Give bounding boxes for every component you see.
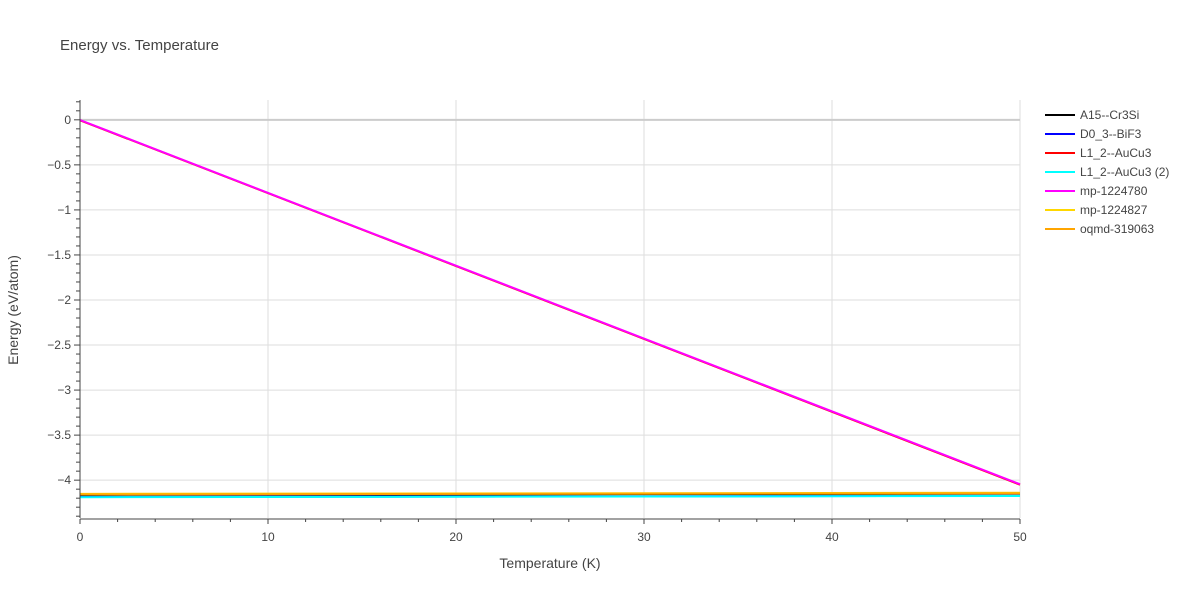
y-tick-label: −1.5 <box>47 248 71 262</box>
legend[interactable]: A15--Cr3Si D0_3--BiF3 L1_2--AuCu3 L1_2--AuC… <box>1045 108 1169 236</box>
axis-layer: 0 10 20 30 40 50 0 −0.5 −1 −1.5 −2 −2.5 −3 −3.5 −4 <box>47 100 1027 544</box>
y-tick-label: 0 <box>64 113 71 127</box>
legend-item-0[interactable]: A15--Cr3Si <box>1045 108 1139 122</box>
legend-label: D0_3--BiF3 <box>1080 127 1142 141</box>
x-axis-title: Temperature (K) <box>499 555 600 571</box>
legend-item-6[interactable]: oqmd-319063 <box>1045 222 1154 236</box>
x-tick-label: 30 <box>637 530 651 544</box>
x-tick-label: 20 <box>449 530 463 544</box>
legend-label: A15--Cr3Si <box>1080 108 1139 122</box>
y-tick-label: −4 <box>57 473 71 487</box>
chart-title: Energy vs. Temperature <box>60 37 219 54</box>
series-layer <box>79 119 1021 499</box>
x-tick-label: 0 <box>77 530 84 544</box>
y-tick-label: −1 <box>57 203 71 217</box>
legend-label: mp-1224827 <box>1080 203 1148 217</box>
series-line-3[interactable] <box>79 495 1021 499</box>
x-tick-label: 40 <box>825 530 839 544</box>
legend-item-4[interactable]: mp-1224780 <box>1045 184 1148 198</box>
x-tick-label: 10 <box>261 530 275 544</box>
legend-item-5[interactable]: mp-1224827 <box>1045 203 1148 217</box>
y-tick-label: −3.5 <box>47 428 71 442</box>
legend-item-1[interactable]: D0_3--BiF3 <box>1045 127 1142 141</box>
legend-item-3[interactable]: L1_2--AuCu3 (2) <box>1045 165 1169 179</box>
legend-item-2[interactable]: L1_2--AuCu3 <box>1045 146 1152 160</box>
x-tick-label: 50 <box>1013 530 1027 544</box>
y-tick-label: −3 <box>57 383 71 397</box>
legend-label: L1_2--AuCu3 <box>1080 146 1152 160</box>
y-tick-label: −2 <box>57 293 71 307</box>
y-tick-label: −2.5 <box>47 338 71 352</box>
y-axis-title: Energy (eV/atom) <box>5 255 21 365</box>
y-tick-label: −0.5 <box>47 158 71 172</box>
grid-layer <box>80 100 1021 518</box>
series-line-6[interactable] <box>79 492 1021 496</box>
legend-label: mp-1224780 <box>1080 184 1148 198</box>
legend-label: oqmd-319063 <box>1080 222 1154 236</box>
series-line-4[interactable] <box>79 119 1021 486</box>
legend-label: L1_2--AuCu3 (2) <box>1080 165 1169 179</box>
